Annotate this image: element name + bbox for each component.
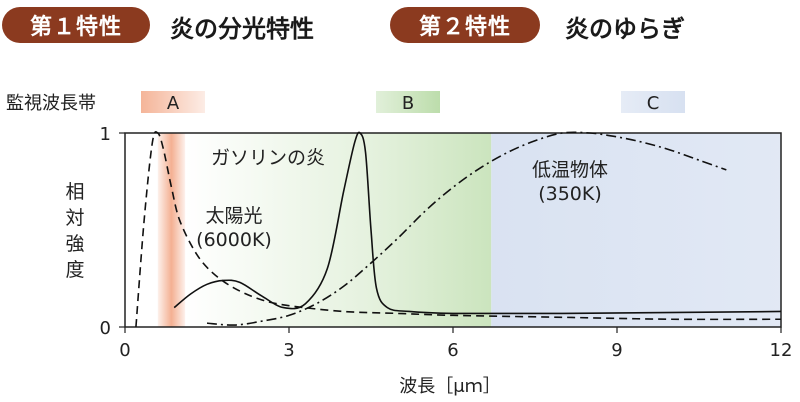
band-region-b xyxy=(185,133,492,327)
band-region-c xyxy=(491,133,781,327)
band-fills xyxy=(157,133,781,327)
band-chip-c xyxy=(621,91,685,113)
axes: 0 3 6 9 12 0 1 xyxy=(100,124,793,361)
x-tick-label: 12 xyxy=(770,340,793,361)
band-label-c: C xyxy=(647,93,660,114)
bands-title: 監視波長帯 xyxy=(6,93,96,114)
feature2-badge: 第２特性 xyxy=(390,7,540,43)
feature2-title: 炎のゆらぎ xyxy=(565,15,685,43)
band-chips: A B C xyxy=(141,91,685,114)
series-line-3 xyxy=(206,131,727,326)
band-chip-b xyxy=(376,91,440,113)
curves xyxy=(135,131,782,328)
feature1-title: 炎の分光特性 xyxy=(170,15,314,43)
band-region-a xyxy=(157,133,186,327)
y-tick-label: 0 xyxy=(100,318,111,339)
series-label-low-temp-object: 低温物体(350K) xyxy=(532,159,608,205)
x-tick-label: 6 xyxy=(447,340,458,361)
series-label-sunlight: 太陽光(6000K) xyxy=(196,205,272,251)
series-line-2 xyxy=(173,131,782,315)
feature1-badge: 第１特性 xyxy=(2,7,150,43)
band-label-a: A xyxy=(167,93,180,114)
x-tick-label: 9 xyxy=(611,340,622,361)
x-axis-label: 波長［μｍ］ xyxy=(399,376,500,397)
x-tick-label: 0 xyxy=(119,340,130,361)
series-label-gasoline-flame: ガソリンの炎 xyxy=(211,147,325,169)
x-tick-label: 3 xyxy=(283,340,294,361)
y-axis-label-char: 度 xyxy=(65,259,84,281)
y-axis-label-char: 相 xyxy=(65,181,84,203)
series-line-1 xyxy=(135,131,782,328)
y-axis-label-char: 強 xyxy=(65,233,84,255)
band-chip-a xyxy=(141,91,205,113)
y-tick-label: 1 xyxy=(100,124,111,145)
y-axis-label-char: 対 xyxy=(65,207,84,229)
band-label-b: B xyxy=(402,93,414,114)
